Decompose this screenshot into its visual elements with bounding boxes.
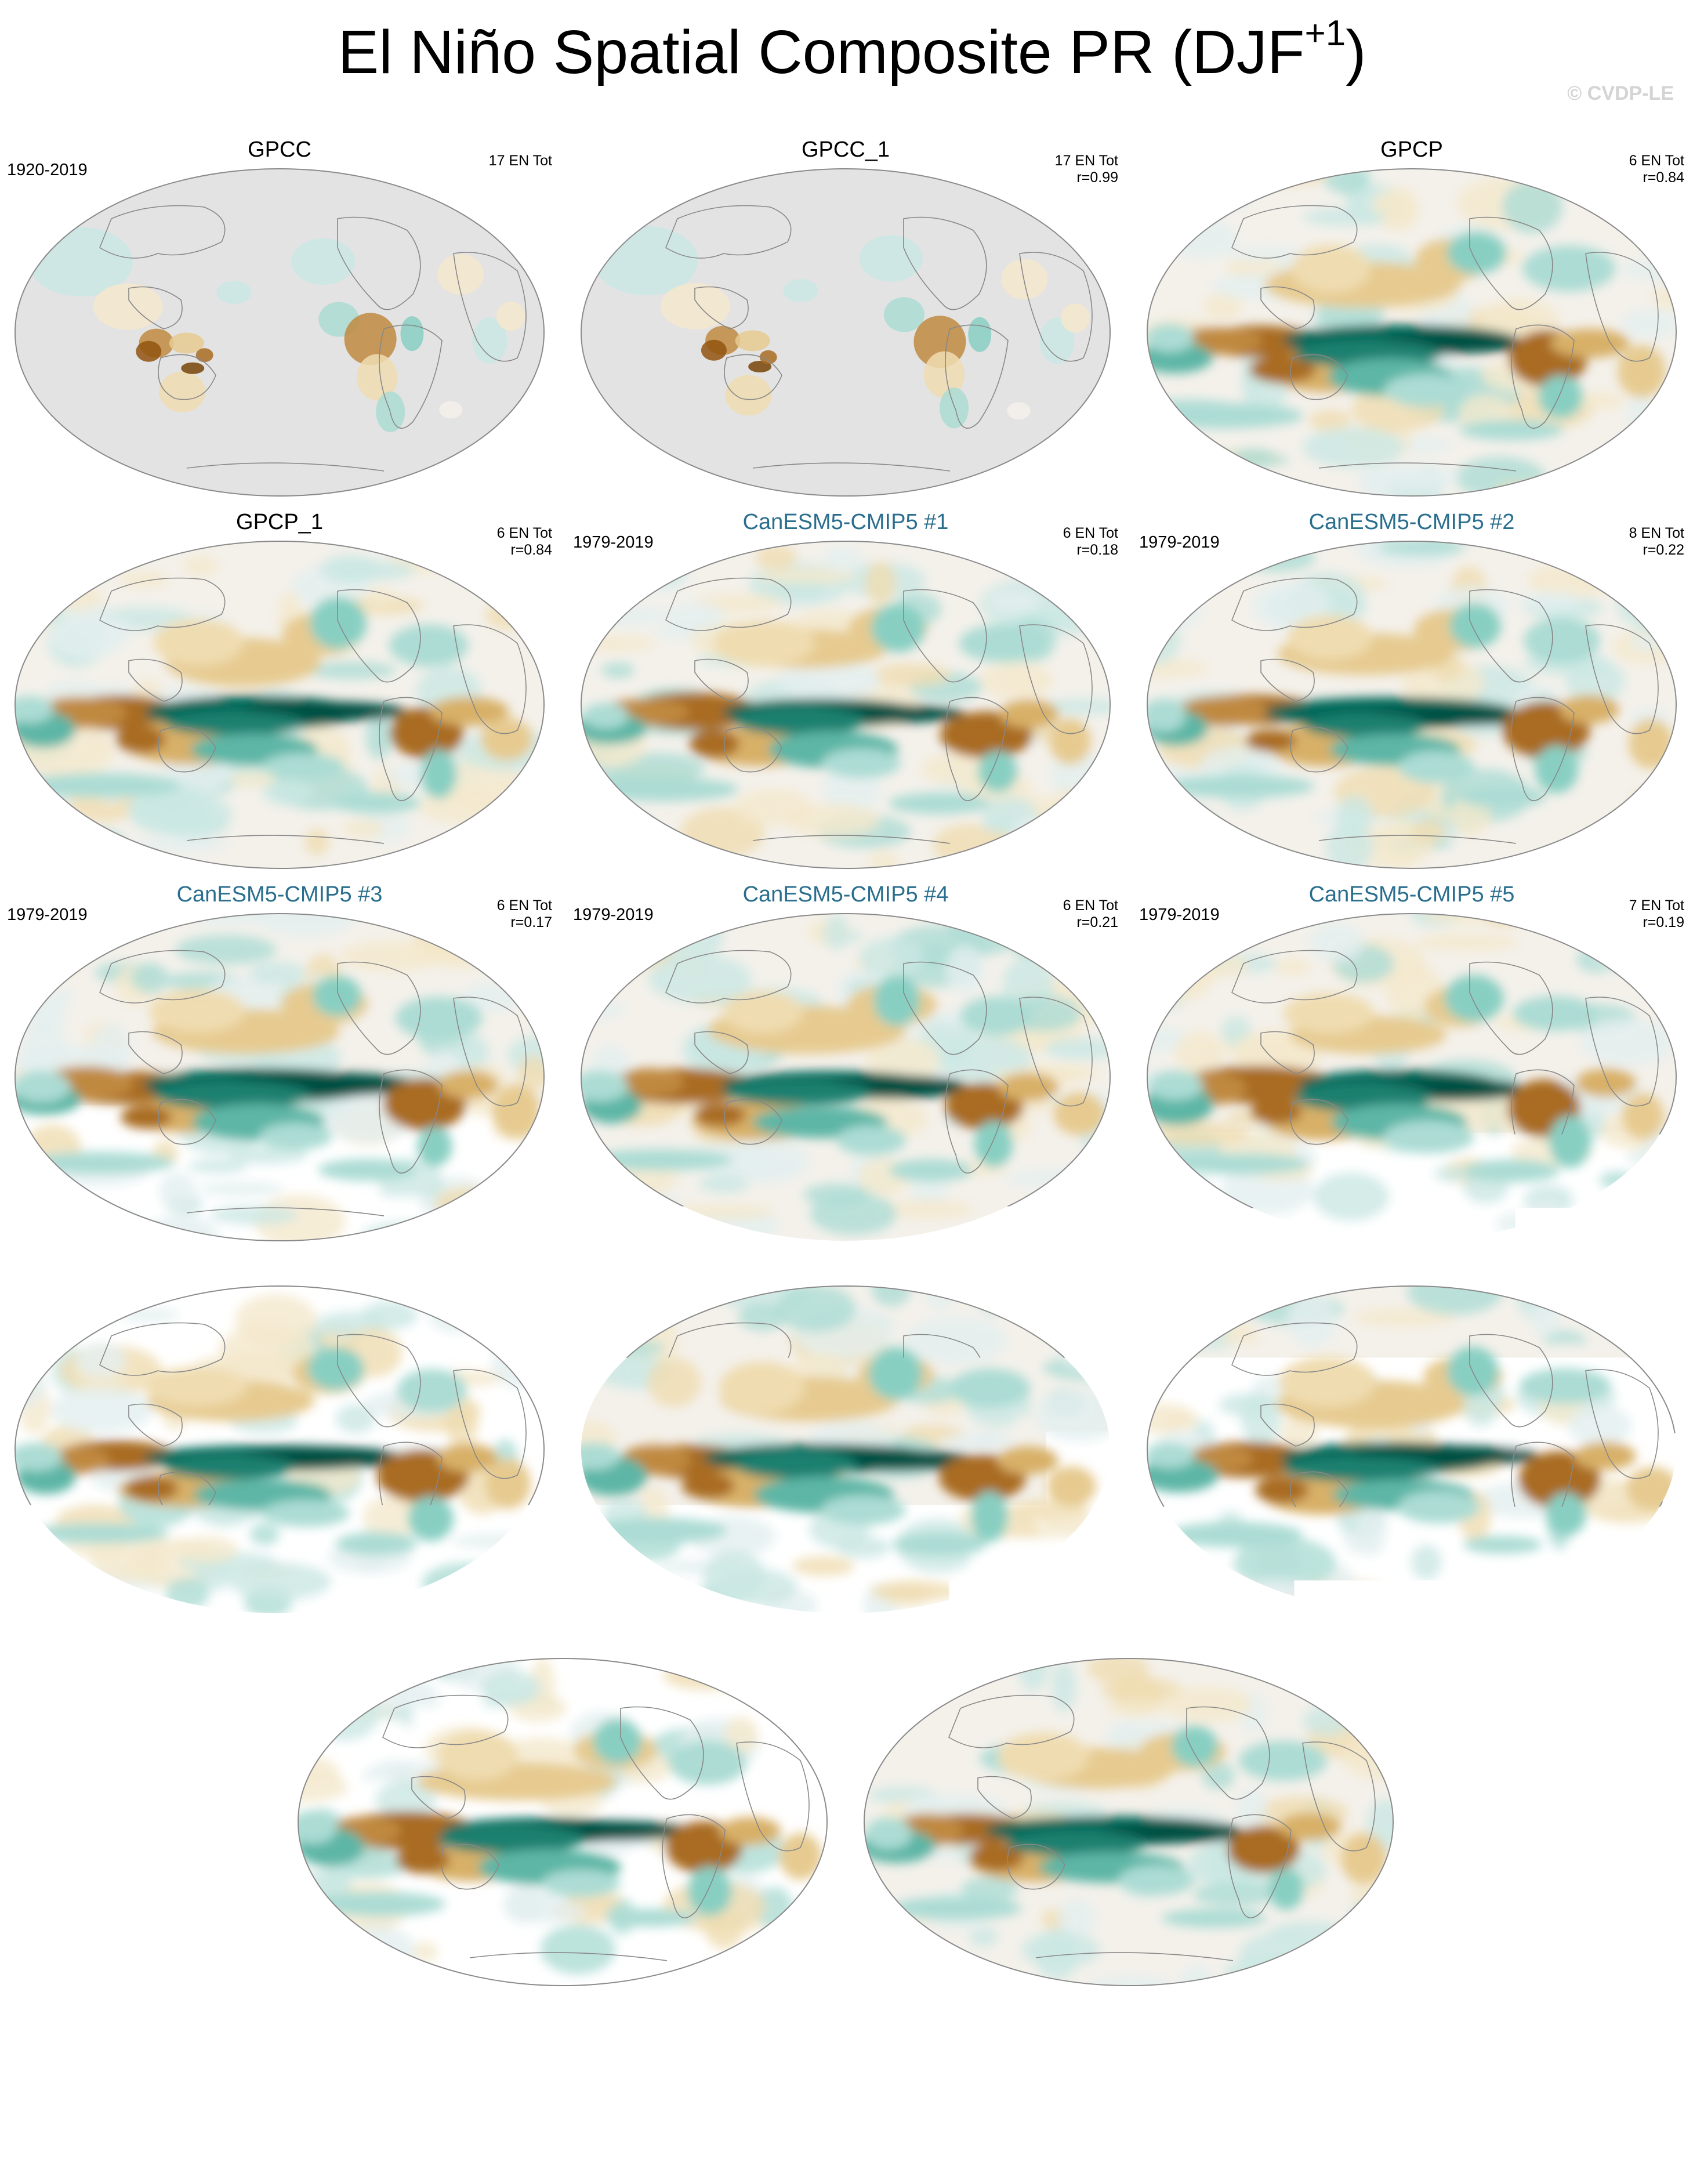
panel-title: CanESM5-CMIP5 #4 [573, 882, 1118, 907]
panel-title: GPCP_1 [7, 510, 552, 535]
map-panel: CanESM5-CMIP5 #6 1979-2019 7 EN Tot r=0.20 [7, 1248, 552, 1619]
colorbar-tick-label: 0 [842, 2070, 862, 2113]
colorbar-segment [95, 2023, 179, 2063]
robinson-map [1145, 539, 1678, 871]
colorbar-segment [1273, 2023, 1358, 2063]
colorbar-segment [768, 2023, 853, 2063]
colorbar-tick-label: -.5 [578, 2070, 621, 2113]
colorbar-tick-label: -1 [415, 2070, 448, 2113]
colorbar-segment [516, 2023, 600, 2063]
colorbar-segment [432, 2023, 516, 2063]
panel-title: CanESM5-CMIP5 #9 [290, 1627, 835, 1652]
map-panel: CanESM5-CMIP5 #1 1979-2019 6 EN Tot r=0.18 [573, 503, 1118, 874]
robinson-map [13, 539, 546, 871]
colorbar-segment [684, 2023, 768, 2063]
colorbar [10, 2023, 1694, 2063]
colorbar-segment [263, 2023, 347, 2063]
panel-title: GPCP [1139, 137, 1684, 162]
colorbar-segment [1104, 2023, 1189, 2063]
colorbar-segment [347, 2023, 432, 2063]
robinson-map [862, 1656, 1395, 1988]
robinson-map [1145, 911, 1678, 1243]
colorbar-tick-label: -5 [78, 2070, 111, 2113]
panel-title: CanESM5-CMIP5 #8 [1139, 1255, 1684, 1280]
colorbar-units: mm/day [0, 2116, 1704, 2165]
panel-title: CanESM5-CMIP5 #7 [573, 1255, 1118, 1280]
map-panel: GPCC 1920-2019 17 EN Tot [7, 131, 552, 502]
colorbar-tick-label: -.75 [483, 2070, 547, 2113]
colorbar-segment [1441, 2023, 1526, 2063]
panel-title: CanESM5-CMIP5 #10 [856, 1627, 1401, 1652]
map-panel: CanESM5-CMIP5 #2 1979-2019 8 EN Tot r=0.22 [1139, 503, 1684, 874]
colorbar-segment [852, 2023, 937, 2063]
colorbar-segment [179, 2023, 263, 2063]
robinson-map [296, 1656, 829, 1988]
robinson-map [579, 166, 1112, 498]
robinson-map [579, 539, 1112, 871]
colorbar-tick-label: 4 [1515, 2070, 1536, 2113]
colorbar-tick-label: .75 [1163, 2070, 1214, 2113]
figure-title-superscript: +1 [1305, 13, 1346, 53]
panel-title: CanESM5-CMIP5 #5 [1139, 882, 1684, 907]
colorbar-tick-label: 3 [1431, 2070, 1452, 2113]
colorbar-segment [1525, 2023, 1610, 2063]
map-field [581, 169, 1110, 496]
map-panel: CanESM5-CMIP5 #4 1979-2019 6 EN Tot r=0.21 [573, 875, 1118, 1247]
figure-title-text: El Niño Spatial Composite PR (DJF [338, 18, 1304, 86]
colorbar-tick-label: -2 [331, 2070, 364, 2113]
map-panel: CanESM5-CMIP5 #9 1979-2019 8 EN Tot r=0.21 [290, 1620, 835, 1991]
colorbar-segment [1357, 2023, 1442, 2063]
panel-title: CanESM5-CMIP5 #1 [573, 510, 1118, 535]
robinson-map [13, 911, 546, 1243]
colorbar-segment [1188, 2023, 1273, 2063]
colorbar-tick-label: -.1 [746, 2070, 790, 2113]
map-panel: CanESM5-CMIP5 #7 1979-2019 4 EN Tot r=0.22 [573, 1248, 1118, 1619]
map-panel: GPCP_1 6 EN Tot r=0.84 [7, 503, 552, 874]
colorbar-tick-label: -3 [246, 2070, 280, 2113]
colorbar-segment [10, 2023, 95, 2063]
colorbar-tick-label: .25 [995, 2070, 1046, 2113]
panel-title: CanESM5-CMIP5 #2 [1139, 510, 1684, 535]
robinson-map [1145, 166, 1678, 498]
panel-title: GPCC [7, 137, 552, 162]
colorbar-tick-label: 1 [1263, 2070, 1284, 2113]
figure-title: El Niño Spatial Composite PR (DJF+1) [0, 17, 1704, 88]
watermark: © CVDP-LE [1567, 82, 1674, 105]
colorbar-tick-label: .5 [1089, 2070, 1120, 2113]
map-field [15, 169, 544, 496]
colorbar-tick-label: -4 [162, 2070, 195, 2113]
map-panel: GPCC_1 17 EN Tot r=0.99 [573, 131, 1118, 502]
robinson-map [13, 1284, 546, 1616]
robinson-map [13, 166, 546, 498]
panel-title: CanESM5-CMIP5 #3 [7, 882, 552, 907]
colorbar-segment [1609, 2023, 1694, 2063]
map-panel: CanESM5-CMIP5 #5 1979-2019 7 EN Tot r=0.19 [1139, 875, 1684, 1247]
panel-title: GPCC_1 [573, 137, 1118, 162]
map-panel: GPCP 6 EN Tot r=0.84 [1139, 131, 1684, 502]
colorbar-tick-label: 5 [1599, 2070, 1620, 2113]
robinson-map [579, 1284, 1112, 1616]
colorbar-segment [600, 2023, 684, 2063]
colorbar-segment [936, 2023, 1021, 2063]
colorbar-tick-label: .1 [920, 2070, 951, 2113]
robinson-map [579, 911, 1112, 1243]
colorbar-tick-label: -.25 [652, 2070, 716, 2113]
figure-title-close: ) [1346, 18, 1366, 86]
colorbar-tick-label: 2 [1347, 2070, 1368, 2113]
panel-title: CanESM5-CMIP5 #6 [7, 1255, 552, 1280]
robinson-map [1145, 1284, 1678, 1616]
colorbar-segment [1020, 2023, 1105, 2063]
map-panel: CanESM5-CMIP5 #3 1979-2019 6 EN Tot r=0.17 [7, 875, 552, 1247]
map-panel: CanESM5-CMIP5 #10 1979-2019 6 EN Tot r=0.22 [856, 1620, 1401, 1991]
map-panel: CanESM5-CMIP5 #8 1979-2019 8 EN Tot r=0.27 [1139, 1248, 1684, 1619]
